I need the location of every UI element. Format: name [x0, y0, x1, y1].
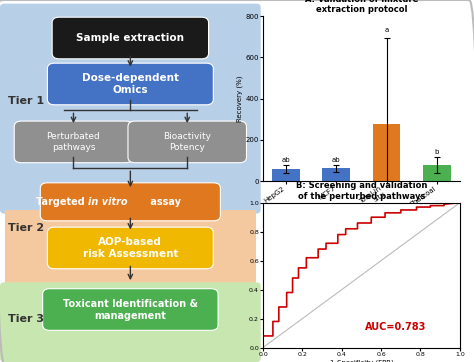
Text: AOP-based
risk Assessment: AOP-based risk Assessment — [82, 237, 178, 259]
FancyBboxPatch shape — [0, 4, 261, 214]
Text: b: b — [435, 149, 439, 155]
Text: Toxicant Identification &
management: Toxicant Identification & management — [63, 299, 198, 320]
Text: Dose-dependent
Omics: Dose-dependent Omics — [82, 73, 179, 95]
Text: Bioactivity
Potency: Bioactivity Potency — [163, 132, 211, 152]
Text: Sample extraction: Sample extraction — [76, 33, 184, 43]
FancyBboxPatch shape — [0, 282, 261, 362]
Text: Perturbated
pathways: Perturbated pathways — [46, 132, 100, 152]
FancyBboxPatch shape — [47, 227, 213, 269]
X-axis label: 1-Specificity (FPR): 1-Specificity (FPR) — [329, 359, 393, 362]
Text: Tier 3: Tier 3 — [8, 313, 44, 324]
Title: B: Screening and validation
of the perturbed pathways: B: Screening and validation of the pertu… — [296, 181, 427, 201]
Y-axis label: Recovery (%): Recovery (%) — [236, 75, 243, 122]
Bar — [272, 169, 300, 181]
FancyBboxPatch shape — [14, 121, 133, 163]
Text: Targeted: Targeted — [36, 197, 88, 207]
FancyBboxPatch shape — [52, 17, 209, 59]
Bar — [322, 168, 350, 181]
Bar — [423, 165, 451, 181]
Text: Tier 1: Tier 1 — [8, 96, 44, 106]
Bar — [5, 210, 256, 290]
FancyBboxPatch shape — [128, 121, 246, 163]
FancyBboxPatch shape — [43, 289, 218, 330]
Text: assay: assay — [147, 197, 181, 207]
Text: ab: ab — [332, 157, 340, 163]
Text: ab: ab — [282, 157, 290, 164]
Bar — [373, 125, 401, 181]
Text: AUC=0.783: AUC=0.783 — [365, 322, 427, 332]
FancyBboxPatch shape — [40, 183, 220, 221]
Text: a: a — [384, 27, 389, 33]
Text: Tier 2: Tier 2 — [8, 223, 44, 233]
Text: in vitro: in vitro — [88, 197, 128, 207]
Title: A: Validation of mixture
extraction protocol: A: Validation of mixture extraction prot… — [305, 0, 418, 14]
FancyBboxPatch shape — [47, 63, 213, 105]
